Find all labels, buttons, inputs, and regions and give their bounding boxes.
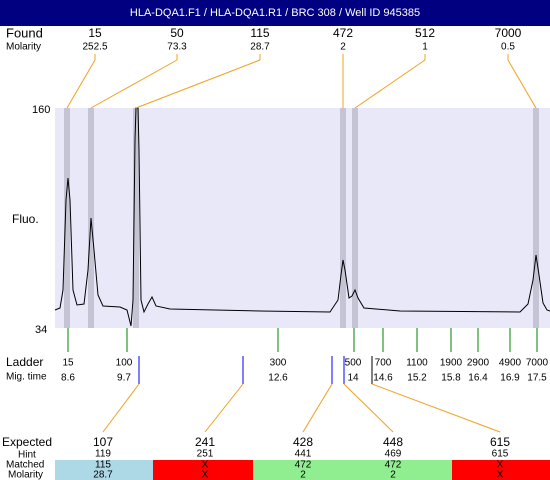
ladder-time: 14.6: [373, 373, 393, 384]
ladder-size: 2900: [467, 358, 490, 369]
match-cell: [350, 460, 452, 480]
matched-molarity: 2: [300, 470, 306, 480]
trace: [54, 107, 550, 327]
hint: 119: [95, 449, 111, 460]
peak-link: [354, 59, 426, 109]
matched: 472: [385, 460, 402, 471]
hint: 251: [197, 449, 214, 460]
matched: 115: [95, 460, 111, 471]
expected-size: 241: [195, 435, 215, 449]
matched-molarity: 28.7: [93, 470, 113, 480]
exp-molarity-label: Molarity: [8, 470, 43, 480]
ladder-size: 1900: [440, 358, 463, 369]
found-molarity: 0.5: [501, 42, 515, 53]
ladder-time: 9.7: [117, 373, 131, 384]
y-label: Fluo.: [12, 212, 39, 226]
found-size: 15: [88, 26, 102, 40]
expected-size: 615: [490, 435, 510, 449]
expected-link: [302, 383, 333, 433]
peak-band: [133, 108, 139, 328]
matched-label: Matched: [6, 460, 44, 471]
found-molarity: 2: [340, 42, 346, 53]
matched-molarity: X: [497, 470, 504, 480]
ladder-time: 15.2: [407, 373, 427, 384]
ladder-size: 500: [345, 358, 362, 369]
peak-link: [135, 59, 261, 109]
ladder-time: 14: [347, 373, 359, 384]
hint: 615: [492, 449, 509, 460]
hint: 469: [385, 449, 402, 460]
ladder-size: 300: [270, 358, 287, 369]
plot-area: [55, 108, 550, 328]
found-size: 50: [170, 26, 184, 40]
ladder-time: 15.8: [441, 373, 461, 384]
ladder-time: 16.9: [500, 373, 520, 384]
matched-molarity: X: [202, 470, 209, 480]
ladder-size: 4900: [499, 358, 522, 369]
found-size: 7000: [495, 26, 522, 40]
y-max: 160: [32, 104, 50, 116]
expected-link: [343, 383, 394, 433]
peak-band: [352, 108, 358, 328]
found-molarity: 252.5: [82, 42, 107, 53]
match-cell: [452, 460, 550, 480]
expected-link: [204, 383, 244, 433]
y-min: 34: [35, 324, 47, 336]
match-cell: [55, 460, 153, 480]
ladder-time: 8.6: [61, 373, 75, 384]
matched: X: [202, 460, 209, 471]
found-molarity: 28.7: [250, 42, 270, 53]
ladder-size: 15: [62, 358, 74, 369]
ladder-label: Ladder: [6, 355, 43, 369]
title-bar: [0, 0, 550, 26]
peak-link: [507, 59, 537, 109]
expected-label: Expected: [2, 435, 52, 449]
molarity-label: Molarity: [6, 42, 41, 53]
expected-size: 448: [383, 435, 403, 449]
expected-link: [371, 383, 501, 433]
ladder-time: 17.5: [527, 373, 547, 384]
ladder-size: 100: [116, 358, 133, 369]
peak-band: [64, 108, 70, 328]
ladder-time: 12.6: [268, 373, 288, 384]
found-size: 472: [333, 26, 353, 40]
matched: 472: [295, 460, 312, 471]
matched-molarity: 2: [390, 470, 396, 480]
mig-time-label: Mig. time: [6, 372, 47, 383]
match-cell: [153, 460, 253, 480]
hint: 441: [295, 449, 312, 460]
found-molarity: 1: [422, 42, 428, 53]
hint-label: Hint: [18, 450, 36, 461]
peak-band: [340, 108, 346, 328]
ladder-size: 1100: [406, 358, 428, 369]
matched: X: [497, 460, 504, 471]
ladder-size: 700: [375, 358, 392, 369]
found-label: Found: [6, 25, 43, 40]
found-size: 512: [415, 26, 435, 40]
title: HLA-DQA1.F1 / HLA-DQA1.R1 / BRC 308 / We…: [130, 7, 420, 19]
found-size: 115: [250, 26, 269, 40]
peak-band: [533, 108, 539, 328]
expected-size: 428: [293, 435, 313, 449]
expected-size: 107: [93, 435, 113, 449]
expected-link: [102, 383, 140, 433]
ladder-time: 16.4: [468, 373, 488, 384]
ladder-size: 7000: [526, 358, 549, 369]
peak-link: [66, 59, 96, 109]
match-cell: [253, 460, 350, 480]
peak-link: [90, 59, 178, 109]
found-molarity: 73.3: [167, 42, 187, 53]
